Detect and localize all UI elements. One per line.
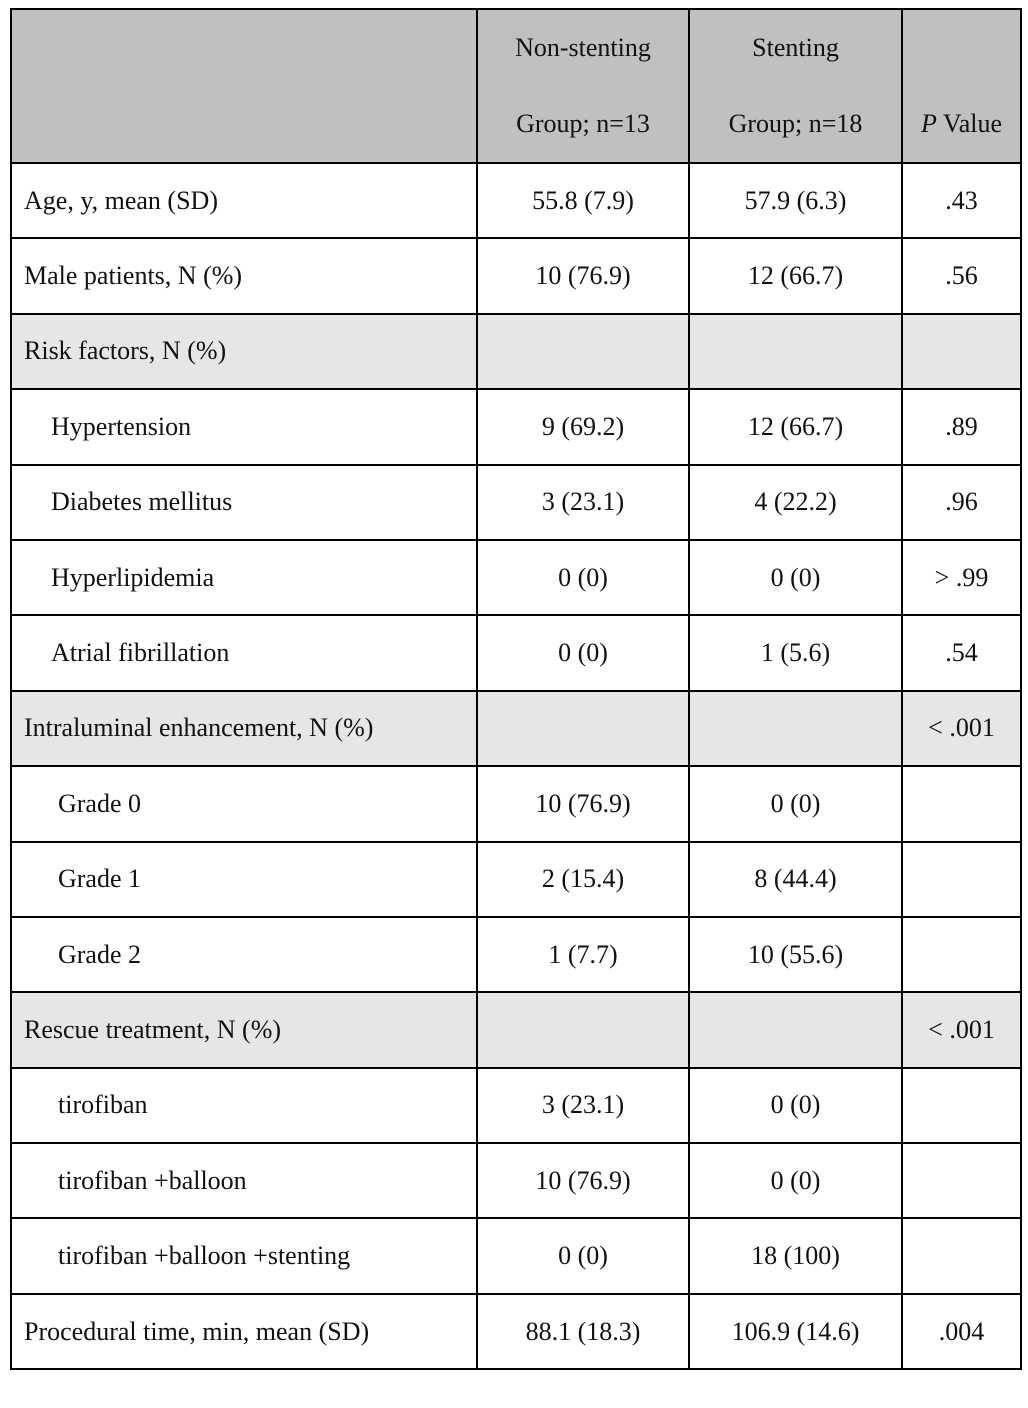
table-cell: 3 (23.1): [476, 463, 690, 541]
table-cell: 3 (23.1): [476, 1066, 690, 1145]
table-cell: [476, 689, 690, 768]
header-line: Stenting: [752, 33, 839, 62]
table-cell: 1 (7.7): [476, 915, 690, 994]
table-cell: 18 (100): [688, 1217, 903, 1295]
table-row: Grade 0 10 (76.9) 0 (0): [10, 765, 1022, 843]
table-row: Procedural time, min, mean (SD) 88.1 (18.…: [10, 1292, 1022, 1371]
row-label: Atrial fibrillation: [10, 614, 478, 692]
table-cell: 2 (15.4): [476, 840, 690, 918]
header-line: Group; n=18: [728, 109, 863, 138]
header-cell: [10, 8, 478, 164]
header-line: Non-stenting: [515, 33, 651, 62]
row-label: Hypertension: [10, 388, 478, 466]
table-cell: 10 (76.9): [476, 237, 690, 315]
row-label: tirofiban +balloon: [10, 1142, 478, 1220]
table-row: Hyperlipidemia 0 (0) 0 (0) > .99: [10, 538, 1022, 617]
table-cell: [901, 1142, 1022, 1220]
row-label: Grade 0: [10, 765, 478, 843]
table-cell: 0 (0): [476, 614, 690, 692]
row-label: Grade 1: [10, 840, 478, 918]
table-cell: 10 (55.6): [688, 915, 903, 994]
table-row: Age, y, mean (SD) 55.8 (7.9) 57.9 (6.3) .43: [10, 161, 1022, 240]
table-row: Diabetes mellitus 3 (23.1) 4 (22.2) .96: [10, 463, 1022, 541]
row-label: Procedural time, min, mean (SD): [10, 1292, 478, 1371]
table-cell: 0 (0): [476, 1217, 690, 1295]
row-label: Diabetes mellitus: [10, 463, 478, 541]
table-cell: .004: [901, 1292, 1022, 1371]
row-label: Hyperlipidemia: [10, 538, 478, 617]
header-line: P Value: [903, 86, 1020, 162]
header-row: Non-stenting Group; n=13 Stenting Group; n=…: [10, 8, 1022, 164]
table-cell: 57.9 (6.3): [688, 161, 903, 240]
table-cell: [688, 991, 903, 1069]
table-body: Age, y, mean (SD) 55.8 (7.9) 57.9 (6.3) .43…: [10, 161, 1022, 1371]
header-cell: P Value: [901, 8, 1022, 164]
header-italic: P: [920, 109, 937, 138]
row-label: Risk factors, N (%): [10, 312, 478, 391]
table-cell: 0 (0): [688, 1066, 903, 1145]
table-cell: < .001: [901, 689, 1022, 768]
table-cell: [901, 1217, 1022, 1295]
table-cell: .54: [901, 614, 1022, 692]
table-row: Male patients, N (%) 10 (76.9) 12 (66.7) .5…: [10, 237, 1022, 315]
row-label: Rescue treatment, N (%): [10, 991, 478, 1069]
table-cell: 0 (0): [688, 765, 903, 843]
table-row: tirofiban +balloon 10 (76.9) 0 (0): [10, 1142, 1022, 1220]
header-text: Value: [942, 109, 1003, 138]
table-cell: 0 (0): [476, 538, 690, 617]
table-cell: > .99: [901, 538, 1022, 617]
table-cell: 55.8 (7.9): [476, 161, 690, 240]
table-cell: < .001: [901, 991, 1022, 1069]
table-row: tirofiban +balloon +stenting 0 (0) 18 (100…: [10, 1217, 1022, 1295]
header-line: Group; n=13: [516, 109, 650, 138]
table-cell: .89: [901, 388, 1022, 466]
row-label: Intraluminal enhancement, N (%): [10, 689, 478, 768]
table-row: Atrial fibrillation 0 (0) 1 (5.6) .54: [10, 614, 1022, 692]
row-label: tirofiban: [10, 1066, 478, 1145]
data-table: Non-stenting Group; n=13 Stenting Group; n=…: [10, 8, 1022, 1371]
table-cell: [901, 915, 1022, 994]
table-cell: [476, 991, 690, 1069]
table-cell: 8 (44.4): [688, 840, 903, 918]
table-cell: [901, 840, 1022, 918]
row-label: tirofiban +balloon +stenting: [10, 1217, 478, 1295]
table-row: tirofiban 3 (23.1) 0 (0): [10, 1066, 1022, 1145]
table-cell: [688, 689, 903, 768]
table-cell: .43: [901, 161, 1022, 240]
table-cell: 12 (66.7): [688, 388, 903, 466]
table-cell: 106.9 (14.6): [688, 1292, 903, 1371]
table-row: Rescue treatment, N (%) < .001: [10, 991, 1022, 1069]
table-cell: [901, 312, 1022, 391]
table-cell: 4 (22.2): [688, 463, 903, 541]
table-cell: .96: [901, 463, 1022, 541]
table-cell: [476, 312, 690, 391]
row-label: Age, y, mean (SD): [10, 161, 478, 240]
table-row: Hypertension 9 (69.2) 12 (66.7) .89: [10, 388, 1022, 466]
table-cell: 0 (0): [688, 538, 903, 617]
table-cell: 9 (69.2): [476, 388, 690, 466]
table-cell: .56: [901, 237, 1022, 315]
table-cell: 12 (66.7): [688, 237, 903, 315]
table-cell: 1 (5.6): [688, 614, 903, 692]
table-cell: [688, 312, 903, 391]
header-cell: Non-stenting Group; n=13: [476, 8, 690, 164]
row-label: Grade 2: [10, 915, 478, 994]
row-label: Male patients, N (%): [10, 237, 478, 315]
table-cell: 88.1 (18.3): [476, 1292, 690, 1371]
table-row: Risk factors, N (%): [10, 312, 1022, 391]
table-cell: 10 (76.9): [476, 1142, 690, 1220]
table-cell: [901, 1066, 1022, 1145]
table-row: Intraluminal enhancement, N (%) < .001: [10, 689, 1022, 768]
header-cell: Stenting Group; n=18: [688, 8, 903, 164]
table-cell: 10 (76.9): [476, 765, 690, 843]
table-cell: [901, 765, 1022, 843]
table-cell: 0 (0): [688, 1142, 903, 1220]
